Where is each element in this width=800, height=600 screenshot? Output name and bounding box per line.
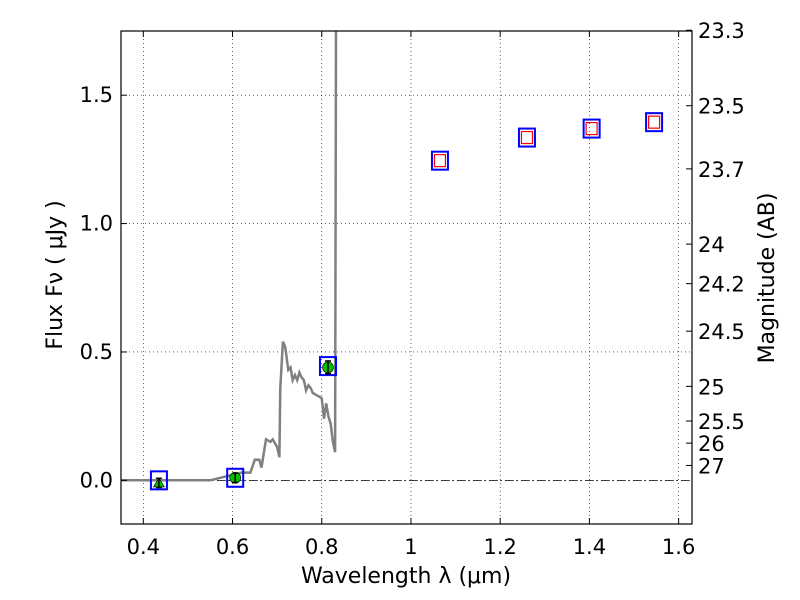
x-tick-label: 0.8 <box>305 535 338 559</box>
magnitude-axis-label: Magnitude (AB) <box>755 193 780 364</box>
model-sed-line <box>121 31 338 482</box>
y-tick-label: 1.0 <box>80 212 113 236</box>
model-photometry-square <box>645 112 664 133</box>
magnitude-tick-label: 27 <box>698 454 725 478</box>
magnitude-tick-label: 24.2 <box>698 273 745 297</box>
model-photometry-square <box>149 470 168 491</box>
grid <box>121 31 692 524</box>
model-photometry-square <box>318 356 337 377</box>
magnitude-tick-label: 25 <box>698 375 725 399</box>
y-axis-label: Flux Fν ( μJy ) <box>43 200 68 349</box>
predicted-flux-square <box>647 115 661 129</box>
model-photometry-square <box>430 150 449 171</box>
magnitude-tick-label: 25.5 <box>698 410 745 434</box>
magnitude-tick-label: 23.3 <box>698 19 745 43</box>
y-tick-label: 1.5 <box>80 83 113 107</box>
magnitude-tick-label: 24 <box>698 233 725 257</box>
x-tick-label: 0.6 <box>216 535 249 559</box>
magnitude-tick-label: 23.7 <box>698 158 745 182</box>
y-tick-label: 0.5 <box>80 340 113 364</box>
y-axis-ticks: 0.0 0.5 1.0 1.5 <box>80 83 127 492</box>
predicted-flux-square <box>585 121 598 136</box>
predicted-flux-square <box>520 130 534 145</box>
model-photometry-square <box>582 118 601 139</box>
x-tick-label: 1.2 <box>483 535 516 559</box>
y-tick-label: 0.0 <box>80 468 113 492</box>
model-photometry-square <box>226 467 245 488</box>
x-tick-label: 1 <box>404 535 417 559</box>
plot-frame <box>120 30 693 525</box>
x-tick-label: 0.4 <box>127 535 160 559</box>
data-series <box>121 31 664 491</box>
magnitude-tick-label: 23.5 <box>698 95 745 119</box>
magnitude-tick-label: 24.5 <box>698 320 745 344</box>
x-axis-label: Wavelength λ (μm) <box>301 564 511 589</box>
model-photometry-square <box>517 127 536 148</box>
x-tick-label: 1.4 <box>573 535 606 559</box>
predicted-flux-square <box>433 154 447 168</box>
x-tick-label: 1.6 <box>662 535 695 559</box>
magnitude-tick-label: 26 <box>698 432 725 456</box>
x-axis-ticks: 0.4 0.6 0.8 1 1.2 1.4 1.6 <box>127 31 695 559</box>
